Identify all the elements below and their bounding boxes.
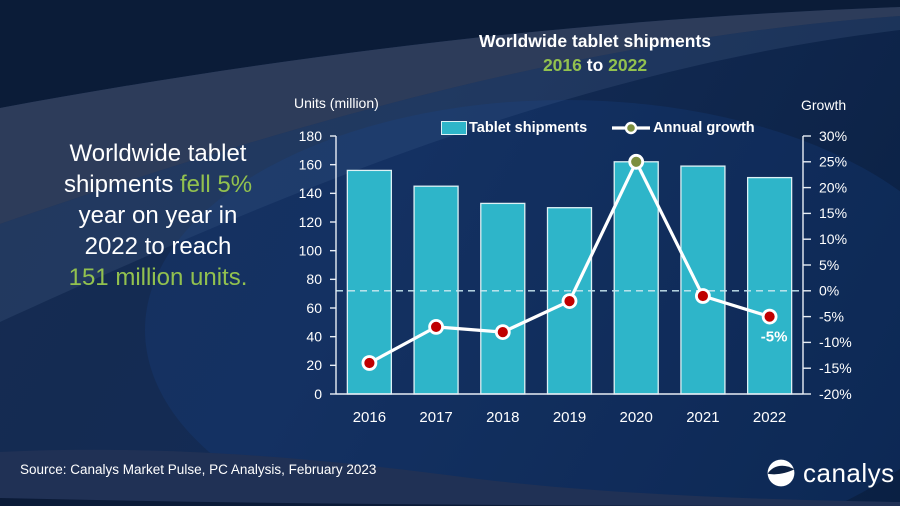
svg-text:80: 80: [306, 271, 322, 287]
svg-text:100: 100: [299, 242, 323, 258]
svg-text:30%: 30%: [819, 128, 847, 144]
svg-text:0%: 0%: [819, 283, 839, 299]
svg-text:2022: 2022: [753, 409, 786, 426]
canalys-wordmark: canalys: [803, 457, 895, 488]
title-year-end: 2022: [608, 55, 648, 75]
headline-line: 2022 to reach: [84, 233, 232, 260]
svg-text:2021: 2021: [686, 409, 719, 426]
svg-text:0: 0: [314, 386, 322, 402]
svg-text:60: 60: [306, 300, 322, 316]
canalys-logo: canalys: [765, 456, 895, 490]
bar-2018: [480, 202, 526, 395]
left-axis-title: Units (million): [294, 95, 379, 111]
svg-text:2018: 2018: [486, 409, 519, 426]
headline-line: 151 million units.: [68, 264, 248, 291]
growth-marker-2017: [428, 318, 445, 335]
svg-text:25%: 25%: [819, 154, 847, 170]
svg-text:20%: 20%: [819, 179, 847, 195]
left-axis-ticks: 0 20 40 60 80 100 120 140 160 180: [299, 128, 336, 402]
svg-text:140: 140: [299, 185, 323, 201]
growth-marker-2022: [761, 308, 778, 325]
headline-line: year on year in: [78, 202, 238, 229]
bar-2017: [413, 185, 459, 395]
svg-text:2016: 2016: [353, 409, 386, 426]
title-year-mid: to: [581, 55, 609, 75]
growth-annotation: -5%: [761, 329, 788, 346]
svg-text:120: 120: [299, 214, 323, 230]
source-note: Source: Canalys Market Pulse, PC Analysi…: [20, 462, 377, 477]
growth-markers: [361, 153, 778, 371]
chart-title-line1: Worldwide tablet shipments: [478, 31, 712, 51]
chart-title: Worldwide tablet shipments 2016 to 2022: [350, 29, 840, 77]
title-year-start: 2016: [542, 55, 582, 75]
svg-text:5%: 5%: [819, 257, 839, 273]
bar-2022: [746, 176, 793, 395]
growth-marker-2021: [694, 288, 711, 304]
svg-text:40: 40: [306, 328, 322, 344]
svg-text:2020: 2020: [620, 409, 653, 426]
svg-text:-20%: -20%: [819, 386, 852, 402]
legend-bar-swatch: [441, 121, 467, 135]
bars-series: [346, 161, 793, 395]
headline-line: Worldwide tablet: [69, 140, 247, 167]
headline-line: shipments fell 5%: [63, 171, 253, 198]
canalys-logo-icon: [767, 459, 795, 487]
legend-line-marker-icon: [612, 121, 651, 135]
x-axis-labels: 2016 2017 2018 2019 2020 2021 2022: [353, 409, 787, 426]
tablet-shipments-chart: 0 20 40 60 80 100 120 140 160 180 -20% -15% -10% -5% 0…: [299, 128, 852, 426]
right-axis-title: Growth: [801, 97, 847, 113]
svg-text:10%: 10%: [819, 231, 847, 247]
svg-text:180: 180: [299, 128, 323, 144]
svg-text:-10%: -10%: [819, 334, 852, 350]
chart-title-line2: 2016 to 2022: [350, 53, 840, 77]
legend-line-label: Annual growth: [653, 120, 755, 136]
chart-legend: Tablet shipments Annual growth: [441, 120, 755, 136]
svg-text:-5%: -5%: [819, 308, 844, 324]
growth-marker-2020: [628, 153, 645, 170]
svg-text:2017: 2017: [419, 409, 452, 426]
bar-2021: [680, 165, 726, 395]
growth-marker-2016: [361, 355, 378, 371]
svg-text:-15%: -15%: [819, 360, 852, 376]
growth-marker-2019: [561, 293, 578, 310]
growth-marker-2018: [494, 324, 511, 341]
right-axis-ticks: -20% -15% -10% -5% 0% 5% 10% 15% 20% 25% 30%: [803, 128, 852, 402]
svg-text:2019: 2019: [553, 409, 586, 426]
headline-text: Worldwide tablet shipments fell 5% year on…: [12, 138, 304, 293]
svg-text:15%: 15%: [819, 205, 847, 221]
legend-bar-label: Tablet shipments: [469, 120, 588, 136]
svg-text:160: 160: [299, 156, 323, 172]
svg-text:20: 20: [306, 357, 322, 373]
